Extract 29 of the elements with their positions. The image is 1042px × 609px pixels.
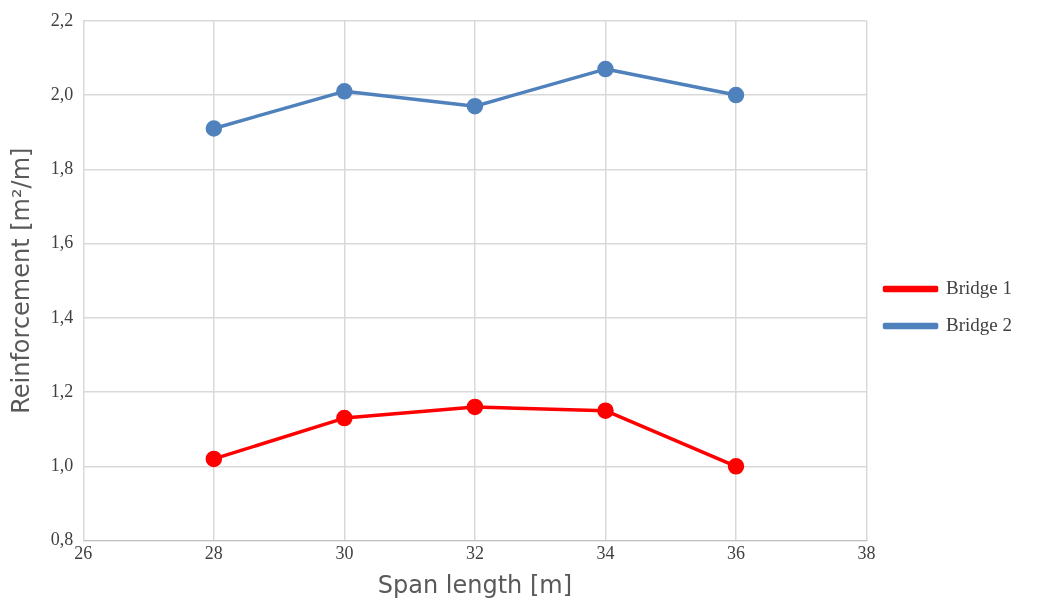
x-tick-label: 28 bbox=[204, 543, 223, 564]
y-tick-label: 1,0 bbox=[50, 455, 74, 476]
legend-label: Bridge 1 bbox=[946, 276, 1013, 298]
x-tick-label: 36 bbox=[727, 543, 745, 564]
y-axis-title: Reinforcement [m²/m] bbox=[6, 147, 35, 414]
point bbox=[205, 450, 223, 468]
x-tick-label: 34 bbox=[596, 543, 615, 564]
legend-label: Bridge 2 bbox=[946, 313, 1013, 335]
x-tick-label: 32 bbox=[465, 543, 484, 564]
point bbox=[336, 83, 353, 100]
point bbox=[727, 86, 745, 104]
x-tick-label: 38 bbox=[857, 543, 876, 564]
x-tick-label: 30 bbox=[335, 543, 354, 564]
point bbox=[466, 97, 484, 115]
y-tick-label: 1,8 bbox=[50, 158, 74, 179]
point bbox=[205, 120, 223, 137]
point bbox=[727, 458, 745, 475]
x-axis-title: Span length [m] bbox=[377, 570, 573, 599]
y-tick-label: 1,6 bbox=[50, 232, 74, 253]
point bbox=[336, 409, 353, 427]
y-tick-label: 2,2 bbox=[50, 9, 74, 30]
y-tick-label: 0,8 bbox=[50, 529, 74, 550]
y-tick-label: 1,2 bbox=[50, 380, 74, 401]
point bbox=[597, 60, 614, 78]
y-tick-label: 1,4 bbox=[50, 306, 74, 327]
x-tick-label: 26 bbox=[74, 543, 93, 564]
y-tick-label: 2,0 bbox=[50, 83, 74, 104]
point bbox=[597, 402, 614, 419]
point bbox=[466, 398, 484, 416]
